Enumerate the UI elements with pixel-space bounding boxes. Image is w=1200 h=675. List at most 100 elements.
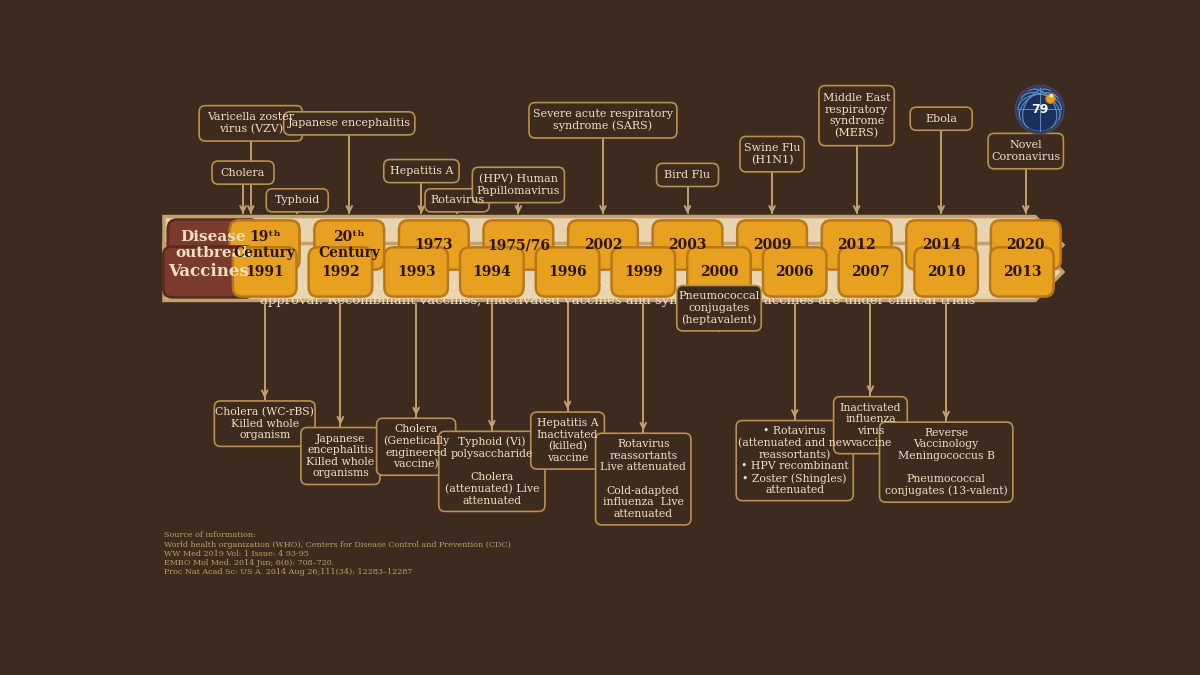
Text: Middle East
respiratory
syndrome
(MERS): Middle East respiratory syndrome (MERS) bbox=[823, 93, 890, 138]
FancyBboxPatch shape bbox=[568, 220, 638, 269]
Text: • Rotavirus
(attenuated and new
reassortants)
• HPV recombinant
• Zoster (Shingl: • Rotavirus (attenuated and new reassort… bbox=[738, 426, 852, 495]
FancyBboxPatch shape bbox=[484, 220, 553, 269]
Text: 2007: 2007 bbox=[851, 265, 889, 279]
Text: Japanese encephalitis: Japanese encephalitis bbox=[288, 118, 410, 128]
Text: 1992: 1992 bbox=[322, 265, 360, 279]
Text: Varicella zoster
virus (VZV): Varicella zoster virus (VZV) bbox=[208, 112, 294, 134]
Text: (HPV) Human
Papillomavirus: (HPV) Human Papillomavirus bbox=[476, 174, 560, 196]
FancyBboxPatch shape bbox=[460, 247, 523, 296]
Text: Inactivated
influenza
virus
vaccine: Inactivated influenza virus vaccine bbox=[840, 403, 901, 448]
FancyBboxPatch shape bbox=[822, 220, 892, 269]
Text: 2002: 2002 bbox=[583, 238, 622, 252]
Text: °: ° bbox=[1048, 94, 1052, 104]
FancyBboxPatch shape bbox=[425, 189, 490, 212]
Text: Cholera: Cholera bbox=[221, 167, 265, 178]
FancyBboxPatch shape bbox=[906, 220, 976, 269]
FancyBboxPatch shape bbox=[398, 220, 469, 269]
FancyBboxPatch shape bbox=[384, 159, 460, 183]
Text: Vaccines: Vaccines bbox=[168, 263, 250, 280]
FancyBboxPatch shape bbox=[914, 247, 978, 296]
Text: Hepatitis A
Inactivated
(killed)
vaccine: Hepatitis A Inactivated (killed) vaccine bbox=[536, 418, 599, 463]
FancyBboxPatch shape bbox=[212, 161, 274, 184]
Text: Typhoid (Vi)
polysaccharide

Cholera
(attenuated) Live
attenuated: Typhoid (Vi) polysaccharide Cholera (att… bbox=[445, 437, 539, 506]
FancyBboxPatch shape bbox=[839, 247, 902, 296]
Text: 1994: 1994 bbox=[473, 265, 511, 279]
Text: Severe acute respiratory
syndrome (SARS): Severe acute respiratory syndrome (SARS) bbox=[533, 109, 673, 132]
FancyBboxPatch shape bbox=[740, 136, 804, 172]
FancyBboxPatch shape bbox=[910, 107, 972, 130]
Text: Swine Flu
(H1N1): Swine Flu (H1N1) bbox=[744, 143, 800, 165]
Text: 1973: 1973 bbox=[414, 238, 454, 252]
FancyBboxPatch shape bbox=[653, 220, 722, 269]
Text: 79: 79 bbox=[1031, 103, 1049, 116]
Text: 2012: 2012 bbox=[838, 238, 876, 252]
Text: Typhoid: Typhoid bbox=[275, 195, 320, 205]
Text: 2013: 2013 bbox=[1002, 265, 1042, 279]
Text: 20ᵗʰ
Century: 20ᵗʰ Century bbox=[318, 230, 380, 260]
FancyBboxPatch shape bbox=[163, 246, 254, 298]
FancyBboxPatch shape bbox=[988, 134, 1063, 169]
FancyBboxPatch shape bbox=[473, 167, 564, 202]
FancyBboxPatch shape bbox=[439, 431, 545, 512]
Polygon shape bbox=[164, 217, 1063, 273]
FancyBboxPatch shape bbox=[199, 106, 302, 141]
FancyBboxPatch shape bbox=[530, 412, 605, 469]
Text: 2006: 2006 bbox=[775, 265, 814, 279]
FancyBboxPatch shape bbox=[377, 418, 456, 475]
Text: Reverse
Vaccinology
Meningococcus B

Pneumococcal
conjugates (13-valent): Reverse Vaccinology Meningococcus B Pneu… bbox=[884, 428, 1008, 497]
Text: ❖  Currently, there are no vaccines for Ebola, MERS, SARS and Novel Corona Virus: ❖ Currently, there are no vaccines for E… bbox=[242, 279, 1006, 306]
Text: 2020: 2020 bbox=[1007, 238, 1045, 252]
Text: Novel
Coronavirus: Novel Coronavirus bbox=[991, 140, 1061, 162]
FancyBboxPatch shape bbox=[266, 189, 329, 212]
Text: 2009: 2009 bbox=[752, 238, 791, 252]
Text: Bird Flu: Bird Flu bbox=[665, 170, 710, 180]
Text: Ebola: Ebola bbox=[925, 113, 958, 124]
Text: Rotavirus
reassortants
Live attenuated

Cold-adapted
influenza  Live
attenuated: Rotavirus reassortants Live attenuated C… bbox=[600, 439, 686, 519]
FancyBboxPatch shape bbox=[834, 397, 907, 454]
Text: Cholera
(Genetically
engineered
vaccine): Cholera (Genetically engineered vaccine) bbox=[383, 424, 449, 470]
FancyBboxPatch shape bbox=[737, 220, 806, 269]
FancyBboxPatch shape bbox=[314, 220, 384, 269]
Text: Pneumococcal
conjugates
(heptavalent): Pneumococcal conjugates (heptavalent) bbox=[678, 291, 760, 325]
Text: 2000: 2000 bbox=[700, 265, 738, 279]
Text: 2014: 2014 bbox=[922, 238, 960, 252]
FancyBboxPatch shape bbox=[595, 433, 691, 525]
Text: 2010: 2010 bbox=[926, 265, 966, 279]
Circle shape bbox=[1018, 88, 1062, 131]
FancyBboxPatch shape bbox=[529, 103, 677, 138]
FancyBboxPatch shape bbox=[763, 247, 827, 296]
Polygon shape bbox=[164, 244, 1063, 300]
FancyBboxPatch shape bbox=[535, 247, 599, 296]
FancyBboxPatch shape bbox=[990, 247, 1054, 296]
FancyBboxPatch shape bbox=[301, 427, 380, 485]
Text: 1975/76: 1975/76 bbox=[487, 238, 550, 252]
FancyBboxPatch shape bbox=[677, 286, 761, 331]
FancyBboxPatch shape bbox=[818, 86, 894, 146]
Text: Hepatitis A: Hepatitis A bbox=[390, 166, 454, 176]
FancyBboxPatch shape bbox=[233, 247, 296, 296]
Text: Cholera (WC-rBS)
Killed whole
organism: Cholera (WC-rBS) Killed whole organism bbox=[215, 407, 314, 440]
Text: 19ᵗʰ
Century: 19ᵗʰ Century bbox=[234, 230, 295, 260]
Text: Disease
outbreak: Disease outbreak bbox=[175, 230, 252, 260]
FancyBboxPatch shape bbox=[656, 163, 719, 186]
Text: 1993: 1993 bbox=[397, 265, 436, 279]
FancyBboxPatch shape bbox=[215, 401, 316, 446]
Text: 1996: 1996 bbox=[548, 265, 587, 279]
FancyBboxPatch shape bbox=[230, 220, 300, 269]
FancyBboxPatch shape bbox=[168, 219, 259, 271]
FancyBboxPatch shape bbox=[991, 220, 1061, 269]
FancyBboxPatch shape bbox=[283, 112, 415, 135]
FancyBboxPatch shape bbox=[308, 247, 372, 296]
Text: Japanese
encephalitis
Killed whole
organisms: Japanese encephalitis Killed whole organ… bbox=[306, 433, 374, 479]
FancyBboxPatch shape bbox=[612, 247, 676, 296]
Circle shape bbox=[1046, 94, 1055, 103]
Text: Rotavirus: Rotavirus bbox=[430, 195, 484, 205]
Text: 2003: 2003 bbox=[668, 238, 707, 252]
Text: Source of information:
World health organization (WHO), Centers for Disease Cont: Source of information: World health orga… bbox=[164, 531, 511, 576]
FancyBboxPatch shape bbox=[737, 421, 853, 501]
FancyBboxPatch shape bbox=[384, 247, 448, 296]
FancyBboxPatch shape bbox=[688, 247, 751, 296]
FancyBboxPatch shape bbox=[880, 422, 1013, 502]
Circle shape bbox=[1015, 86, 1063, 134]
Text: 1991: 1991 bbox=[245, 265, 284, 279]
